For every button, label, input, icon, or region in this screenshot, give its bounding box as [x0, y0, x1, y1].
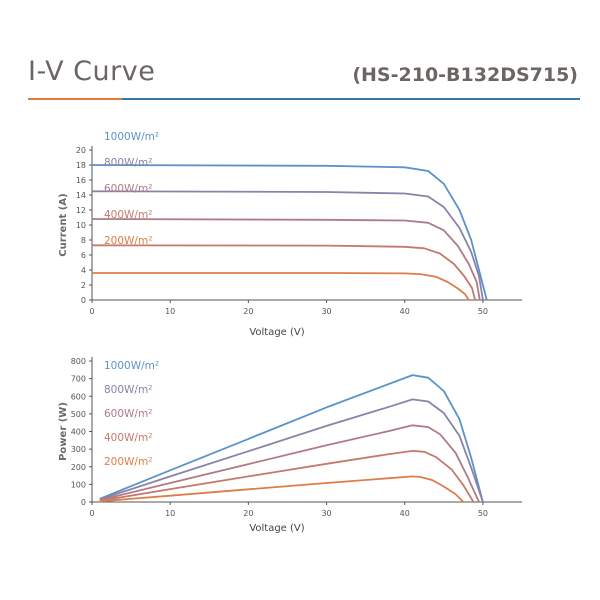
title-underline — [28, 98, 580, 100]
iv-series-800 — [91, 190, 484, 301]
iv-legend-200: 200W/m² — [104, 235, 152, 247]
pv-x-tick-label: 20 — [243, 509, 253, 518]
pv-y-axis-label: Power (W) — [58, 402, 69, 461]
iv-legend: 1000W/m² 800W/m² 600W/m² 400W/m² 200W/m² — [104, 131, 159, 247]
pv-axes: 0 100 200 300 400 500 600 700 800 0 10 20 30 40 50 Volt… — [58, 357, 522, 534]
iv-y-tick-label: 18 — [76, 161, 86, 170]
pv-legend: 1000W/m² 800W/m² 600W/m² 400W/m² 200W/m² — [104, 360, 159, 468]
pv-chart: 0 100 200 300 400 500 600 700 800 0 10 20 30 40 50 Volt… — [58, 357, 522, 534]
iv-x-tick-label: 40 — [400, 307, 410, 316]
pv-x-tick-label: 10 — [165, 509, 175, 518]
pv-legend-1000: 1000W/m² — [104, 360, 159, 372]
pv-legend-800: 800W/m² — [104, 384, 152, 396]
header: I-V Curve (HS-210-B132DS715) — [0, 0, 600, 110]
iv-legend-600: 600W/m² — [104, 183, 152, 195]
iv-y-tick-label: 6 — [81, 251, 86, 260]
iv-series-1000 — [91, 164, 488, 301]
iv-y-tick-label: 2 — [81, 281, 86, 290]
iv-x-tick-label: 20 — [243, 307, 253, 316]
title-underline-accent — [28, 98, 122, 100]
pv-x-axis-label: Voltage (V) — [249, 523, 304, 534]
pv-series-200 — [99, 475, 465, 503]
iv-x-tick-label: 30 — [321, 307, 331, 316]
iv-legend-800: 800W/m² — [104, 157, 152, 169]
iv-series-600 — [91, 218, 481, 301]
pv-series-600 — [99, 424, 480, 503]
pv-series-400 — [99, 450, 475, 503]
iv-series-200 — [92, 272, 470, 301]
iv-axes: 0 2 4 6 8 10 12 14 16 18 20 0 10 20 30 40 50 Voltage (V) C… — [58, 146, 522, 338]
pv-y-tick-label: 500 — [71, 410, 86, 419]
iv-y-tick-label: 8 — [81, 236, 86, 245]
pv-series-800 — [99, 398, 484, 503]
pv-y-tick-label: 100 — [71, 480, 86, 489]
pv-y-tick-label: 800 — [71, 357, 86, 366]
pv-legend-600: 600W/m² — [104, 408, 152, 420]
pv-y-tick-label: 400 — [71, 428, 86, 437]
pv-y-tick-label: 600 — [71, 392, 86, 401]
iv-chart: 0 2 4 6 8 10 12 14 16 18 20 0 10 20 30 40 50 Voltage (V) C… — [58, 131, 522, 338]
pv-x-tick-label: 30 — [321, 509, 331, 518]
iv-legend-1000: 1000W/m² — [104, 131, 159, 143]
iv-y-tick-label: 12 — [76, 206, 86, 215]
iv-y-tick-label: 14 — [76, 191, 86, 200]
iv-legend-400: 400W/m² — [104, 209, 152, 221]
model-number: (HS-210-B132DS715) — [352, 64, 578, 86]
pv-y-tick-label: 200 — [71, 463, 86, 472]
page-title: I-V Curve — [28, 56, 156, 87]
pv-x-tick-label: 0 — [89, 509, 94, 518]
pv-y-tick-label: 0 — [81, 498, 86, 507]
pv-x-tick-label: 50 — [478, 509, 488, 518]
iv-y-tick-label: 10 — [76, 221, 86, 230]
iv-x-tick-label: 10 — [165, 307, 175, 316]
pv-y-tick-label: 300 — [71, 445, 86, 454]
pv-y-tick-label: 700 — [71, 375, 86, 384]
pv-legend-400: 400W/m² — [104, 432, 152, 444]
iv-x-tick-label: 50 — [478, 307, 488, 316]
iv-y-tick-label: 0 — [81, 296, 86, 305]
iv-y-tick-label: 4 — [81, 266, 86, 275]
pv-series-1000 — [99, 374, 484, 503]
pv-series — [99, 374, 484, 503]
pv-x-tick-label: 40 — [400, 509, 410, 518]
iv-series-400 — [91, 244, 476, 301]
iv-x-axis-label: Voltage (V) — [249, 327, 304, 338]
pv-legend-200: 200W/m² — [104, 456, 152, 468]
iv-y-axis-label: Current (A) — [58, 193, 69, 256]
iv-y-tick-label: 16 — [76, 176, 86, 185]
title-underline-main — [122, 98, 580, 100]
iv-y-tick-label: 20 — [76, 146, 86, 155]
iv-series — [91, 164, 488, 301]
iv-x-tick-label: 0 — [89, 307, 94, 316]
